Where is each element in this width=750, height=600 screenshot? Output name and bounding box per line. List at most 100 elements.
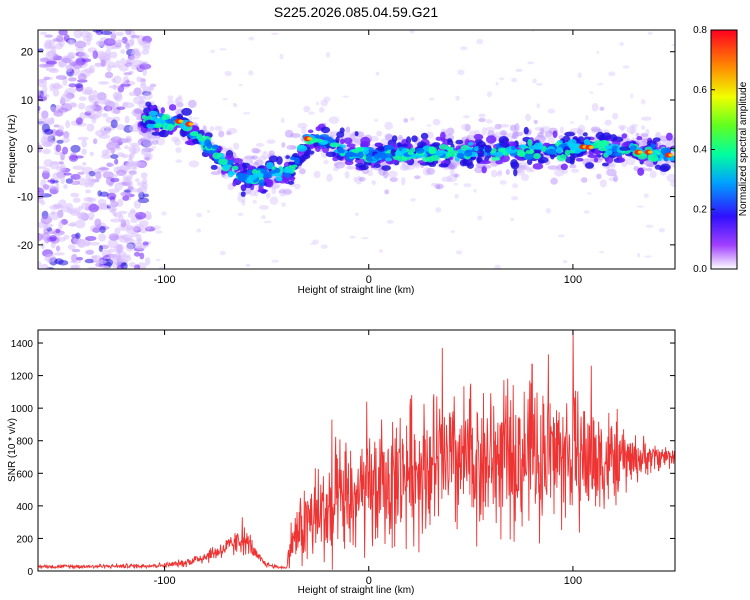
spectral-blob bbox=[145, 154, 154, 157]
spectral-blob bbox=[467, 142, 474, 146]
colorbar-label: Normalized spectral amplitude bbox=[738, 81, 749, 216]
spectral-blob bbox=[303, 105, 311, 113]
spectral-blob bbox=[428, 149, 436, 154]
spectral-blob bbox=[112, 212, 118, 217]
spectral-blob bbox=[75, 47, 84, 53]
x-tick-label: 0 bbox=[366, 274, 372, 286]
spectral-blob bbox=[108, 248, 115, 253]
spectral-blob bbox=[630, 126, 635, 135]
spectral-blob bbox=[448, 153, 460, 157]
spectral-blob bbox=[75, 117, 83, 125]
spectral-blob bbox=[409, 117, 415, 121]
spectral-blob bbox=[500, 131, 507, 136]
spectral-blob bbox=[288, 161, 296, 166]
spectral-blob bbox=[454, 193, 459, 199]
spectral-blob bbox=[116, 124, 126, 130]
spectral-blob bbox=[67, 39, 73, 46]
spectral-blob bbox=[523, 126, 529, 135]
spectral-blob bbox=[485, 126, 496, 132]
spectral-blob bbox=[582, 132, 588, 137]
spectral-blob bbox=[145, 101, 152, 107]
spectral-blob bbox=[420, 132, 429, 140]
spectral-blob bbox=[329, 142, 341, 148]
spectral-blob bbox=[88, 94, 94, 102]
spectral-blob bbox=[248, 36, 255, 41]
spectral-blob bbox=[142, 193, 149, 198]
spectral-blob bbox=[490, 169, 498, 178]
spectral-blob bbox=[73, 174, 80, 180]
spectral-blob bbox=[557, 234, 565, 238]
spectral-blob bbox=[320, 126, 331, 134]
spectral-blob bbox=[455, 95, 460, 101]
spectral-blob bbox=[545, 134, 551, 138]
spectral-blob bbox=[604, 145, 611, 150]
spectral-blob bbox=[498, 135, 509, 145]
spectral-blob bbox=[230, 171, 236, 176]
spectral-blob bbox=[142, 241, 149, 246]
spectral-blob bbox=[89, 105, 97, 110]
spectral-blob bbox=[146, 86, 155, 91]
spectral-blob bbox=[88, 170, 96, 177]
spectral-blob bbox=[353, 176, 357, 183]
spectral-blob bbox=[514, 123, 520, 132]
spectral-blob bbox=[166, 123, 174, 132]
spectral-blob bbox=[73, 30, 83, 39]
y-tick-label: 800 bbox=[16, 437, 33, 448]
spectral-blob bbox=[125, 42, 130, 50]
spectral-blob bbox=[81, 202, 90, 210]
spectral-blob bbox=[367, 169, 373, 177]
spectral-blob bbox=[665, 132, 673, 141]
spectral-blob bbox=[133, 251, 141, 257]
spectral-blob bbox=[299, 168, 306, 175]
spectral-blob bbox=[355, 175, 363, 185]
spectral-blob bbox=[60, 175, 65, 185]
spectral-blob bbox=[120, 49, 126, 55]
spectral-blob bbox=[560, 163, 568, 171]
spectral-blob bbox=[38, 261, 42, 269]
spectral-blob bbox=[647, 154, 653, 161]
spectral-blob bbox=[58, 60, 66, 68]
spectral-blob bbox=[86, 36, 91, 46]
spectral-blob bbox=[72, 62, 83, 69]
spectral-blob bbox=[108, 174, 118, 178]
spectral-blob bbox=[613, 174, 618, 183]
spectral-blob bbox=[354, 131, 359, 137]
spectral-blob bbox=[494, 123, 502, 130]
spectral-blob bbox=[43, 159, 54, 168]
spectral-blob bbox=[570, 168, 580, 173]
spectral-blob bbox=[75, 84, 84, 92]
spectral-blob bbox=[477, 215, 483, 221]
spectral-blob bbox=[643, 193, 649, 199]
spectral-blob bbox=[409, 147, 416, 153]
spectral-blob bbox=[314, 138, 324, 143]
spectral-blob bbox=[40, 31, 47, 36]
spectral-blob bbox=[559, 126, 564, 134]
spectral-blob bbox=[40, 215, 53, 225]
spectral-blob bbox=[98, 245, 103, 253]
spectral-blob bbox=[120, 191, 132, 197]
spectral-blob bbox=[333, 162, 339, 167]
spectral-blob bbox=[564, 131, 576, 137]
spectral-blob bbox=[655, 133, 660, 137]
spectral-blob bbox=[99, 226, 106, 234]
spectral-blob bbox=[142, 131, 152, 138]
spectral-blob bbox=[148, 154, 153, 160]
spectral-blob bbox=[154, 230, 163, 234]
spectral-blob bbox=[658, 227, 666, 233]
spectral-blob bbox=[92, 30, 102, 33]
spectral-blob bbox=[110, 136, 123, 144]
spectral-blob bbox=[62, 146, 69, 155]
spectral-blob bbox=[113, 244, 123, 254]
spectral-blob bbox=[591, 103, 599, 112]
spectral-blob bbox=[39, 58, 50, 63]
spectral-blob bbox=[618, 124, 627, 130]
spectral-blob bbox=[345, 126, 351, 133]
spectral-blob bbox=[540, 135, 548, 140]
spectral-blob bbox=[652, 137, 661, 142]
spectral-blob bbox=[58, 161, 64, 165]
spectral-blob bbox=[42, 234, 48, 242]
spectral-blob bbox=[222, 98, 228, 101]
spectral-blob bbox=[118, 39, 125, 43]
spectral-blob bbox=[77, 177, 88, 186]
